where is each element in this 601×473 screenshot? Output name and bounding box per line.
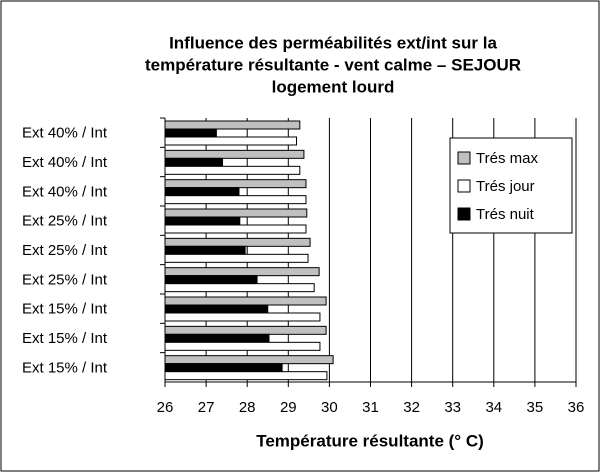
legend-swatch (457, 179, 471, 193)
bar (164, 208, 308, 218)
bar (164, 275, 258, 285)
bar (164, 341, 321, 351)
legend-label: Trés max (476, 150, 538, 167)
x-tick-label: 34 (485, 399, 502, 416)
y-tick-label: Ext 40% / Int (22, 183, 108, 200)
y-tick-label: Ext 15% / Int (22, 330, 108, 347)
y-tick-label: Ext 25% / Int (22, 271, 108, 288)
x-tick-label: 27 (198, 399, 215, 416)
bar (164, 325, 327, 335)
y-tick-label: Ext 15% / Int (22, 301, 108, 318)
bar (164, 237, 311, 247)
x-tick-label: 29 (280, 399, 297, 416)
bar (164, 216, 241, 226)
bar (164, 355, 334, 365)
legend-label: Trés jour (476, 178, 535, 195)
chart-title: logement lourd (272, 77, 395, 96)
x-tick-label: 33 (444, 399, 461, 416)
bar (164, 187, 240, 197)
bar (164, 179, 307, 189)
bar (164, 165, 301, 175)
chart-title: Influence des perméabilités ext/int sur … (169, 33, 497, 52)
x-tick-label: 30 (321, 399, 338, 416)
x-tick-label: 31 (362, 399, 379, 416)
legend-swatch (457, 151, 471, 165)
bar (164, 157, 224, 167)
x-tick-label: 32 (403, 399, 420, 416)
bar (164, 371, 328, 381)
bar (164, 253, 309, 263)
x-tick-label: 26 (157, 399, 174, 416)
y-tick-label: Ext 40% / Int (22, 154, 108, 171)
x-tick-label: 28 (239, 399, 256, 416)
legend-label: Trés nuit (476, 206, 535, 223)
bar (164, 296, 327, 306)
bar (164, 312, 321, 322)
bar (164, 195, 307, 205)
chart-title: température résultante - vent calme – SE… (145, 55, 521, 74)
bar (164, 128, 217, 138)
y-tick-label: Ext 25% / Int (22, 242, 108, 259)
bar (164, 149, 305, 159)
bar (164, 224, 307, 234)
bar (164, 363, 283, 373)
x-tick-label: 35 (527, 399, 544, 416)
legend-swatch (457, 207, 471, 221)
bar (164, 267, 320, 277)
bar (164, 333, 270, 343)
bar (164, 245, 246, 255)
y-tick-label: Ext 25% / Int (22, 213, 108, 230)
bar (164, 283, 315, 293)
bar (164, 304, 269, 314)
y-tick-label: Ext 15% / Int (22, 359, 108, 376)
y-tick-label: Ext 40% / Int (22, 125, 108, 142)
x-axis-title: Température résultante (° C) (256, 431, 484, 450)
bar (164, 120, 301, 130)
bar (164, 136, 298, 146)
x-tick-label: 36 (568, 399, 585, 416)
